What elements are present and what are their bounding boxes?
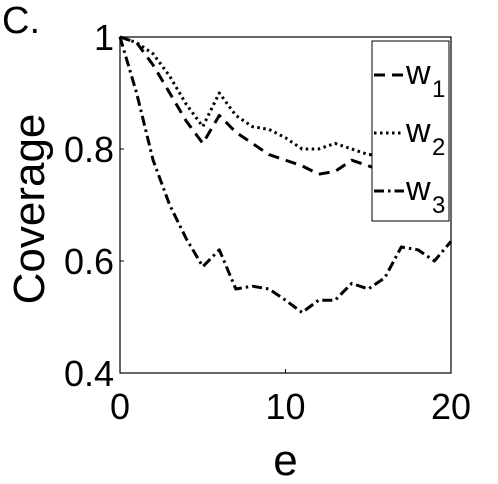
tick-group: 0 10 20 0.4 0.6 0.8 1 — [64, 17, 471, 427]
legend-entry-label: w — [405, 170, 431, 208]
series-line-w3 — [118, 36, 453, 314]
legend-box — [371, 40, 450, 222]
legend-entry-label: w — [405, 54, 431, 92]
x-tick-label: 20 — [431, 386, 471, 427]
legend-entry-subscript: 2 — [432, 134, 445, 161]
legend-entry-label: w — [405, 112, 431, 150]
series-line-w2 — [119, 35, 451, 168]
y-tick-label: 0.4 — [64, 353, 114, 394]
y-tick-label: 0.8 — [64, 129, 114, 170]
legend-entry-subscript: 1 — [432, 76, 445, 103]
x-tick-label: 10 — [265, 386, 305, 427]
legend-entry-subscript: 3 — [432, 192, 445, 219]
x-tick-label: 0 — [110, 386, 130, 427]
y-tick-label: 1 — [94, 17, 114, 58]
y-axis-label: Coverage — [5, 114, 54, 305]
panel-label: C. — [2, 0, 40, 42]
legend: w 1w 2w 3 — [371, 40, 450, 222]
y-tick-label: 0.6 — [64, 241, 114, 282]
x-axis-label: e — [273, 436, 297, 484]
